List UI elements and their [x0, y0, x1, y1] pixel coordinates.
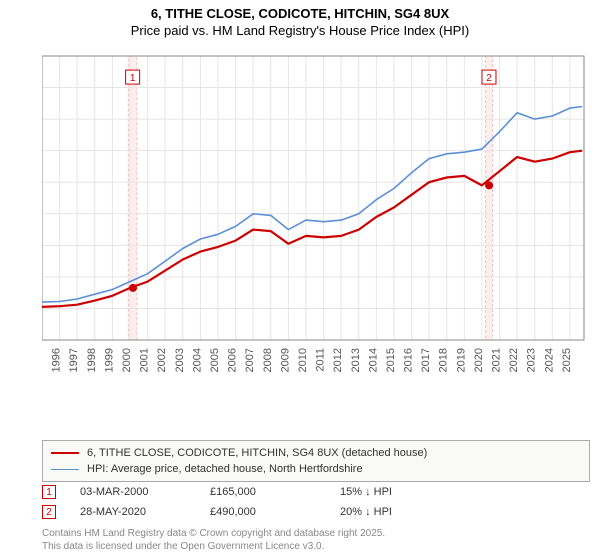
marker-badge: 1 [42, 485, 56, 499]
marker-date: 03-MAR-2000 [80, 486, 210, 498]
footer-line1: Contains HM Land Registry data © Crown c… [42, 528, 385, 541]
svg-text:2021: 2021 [491, 348, 503, 372]
title-subtitle: Price paid vs. HM Land Registry's House … [0, 23, 600, 38]
svg-text:1999: 1999 [103, 348, 115, 372]
svg-text:2014: 2014 [367, 348, 379, 372]
svg-text:2013: 2013 [350, 348, 362, 372]
svg-text:2: 2 [486, 73, 492, 84]
svg-text:2018: 2018 [438, 348, 450, 372]
marker-row: 2 28-MAY-2020£490,00020% ↓ HPI [42, 502, 590, 522]
line-chart: £0£100K£200K£300K£400K£500K£600K£700K£80… [42, 50, 592, 390]
svg-text:2003: 2003 [174, 348, 186, 372]
svg-text:2009: 2009 [279, 348, 291, 372]
svg-text:2022: 2022 [508, 348, 520, 372]
svg-text:2016: 2016 [403, 348, 415, 372]
svg-text:1996: 1996 [51, 348, 63, 372]
legend-swatch [51, 452, 79, 454]
marker-badge: 2 [42, 505, 56, 519]
legend: 6, TITHE CLOSE, CODICOTE, HITCHIN, SG4 8… [42, 440, 590, 482]
svg-text:2024: 2024 [543, 348, 555, 372]
legend-label: 6, TITHE CLOSE, CODICOTE, HITCHIN, SG4 8… [87, 447, 427, 459]
legend-swatch [51, 469, 79, 470]
svg-text:1: 1 [130, 73, 136, 84]
svg-text:2020: 2020 [473, 348, 485, 372]
svg-text:1995: 1995 [42, 348, 45, 372]
svg-text:2007: 2007 [244, 348, 256, 372]
svg-text:1998: 1998 [86, 348, 98, 372]
svg-text:2011: 2011 [315, 348, 327, 372]
chart-container: 6, TITHE CLOSE, CODICOTE, HITCHIN, SG4 8… [0, 0, 600, 560]
footer-attribution: Contains HM Land Registry data © Crown c… [42, 528, 385, 553]
title-block: 6, TITHE CLOSE, CODICOTE, HITCHIN, SG4 8… [0, 0, 600, 38]
svg-text:2017: 2017 [420, 348, 432, 372]
svg-text:2002: 2002 [156, 348, 168, 372]
svg-text:2005: 2005 [209, 348, 221, 372]
title-address: 6, TITHE CLOSE, CODICOTE, HITCHIN, SG4 8… [0, 6, 600, 21]
svg-text:2001: 2001 [139, 348, 151, 372]
marker-price: £165,000 [210, 486, 340, 498]
svg-text:2012: 2012 [332, 348, 344, 372]
svg-text:2015: 2015 [385, 348, 397, 372]
marker-date: 28-MAY-2020 [80, 506, 210, 518]
svg-text:1997: 1997 [68, 348, 80, 372]
marker-price: £490,000 [210, 506, 340, 518]
svg-text:2006: 2006 [227, 348, 239, 372]
svg-text:2008: 2008 [262, 348, 274, 372]
marker-row: 1 03-MAR-2000£165,00015% ↓ HPI [42, 482, 590, 502]
svg-text:2025: 2025 [561, 348, 573, 372]
marker-delta: 20% ↓ HPI [340, 506, 470, 518]
legend-label: HPI: Average price, detached house, Nort… [87, 463, 363, 475]
footer-line2: This data is licensed under the Open Gov… [42, 541, 385, 554]
svg-text:2023: 2023 [526, 348, 538, 372]
svg-text:2019: 2019 [455, 348, 467, 372]
svg-text:2010: 2010 [297, 348, 309, 372]
svg-text:2000: 2000 [121, 348, 133, 372]
sale-markers-table: 1 03-MAR-2000£165,00015% ↓ HPI 2 28-MAY-202… [42, 482, 590, 522]
svg-text:2004: 2004 [191, 348, 203, 372]
marker-delta: 15% ↓ HPI [340, 486, 470, 498]
legend-row: HPI: Average price, detached house, Nort… [51, 461, 581, 477]
legend-row: 6, TITHE CLOSE, CODICOTE, HITCHIN, SG4 8… [51, 445, 581, 461]
